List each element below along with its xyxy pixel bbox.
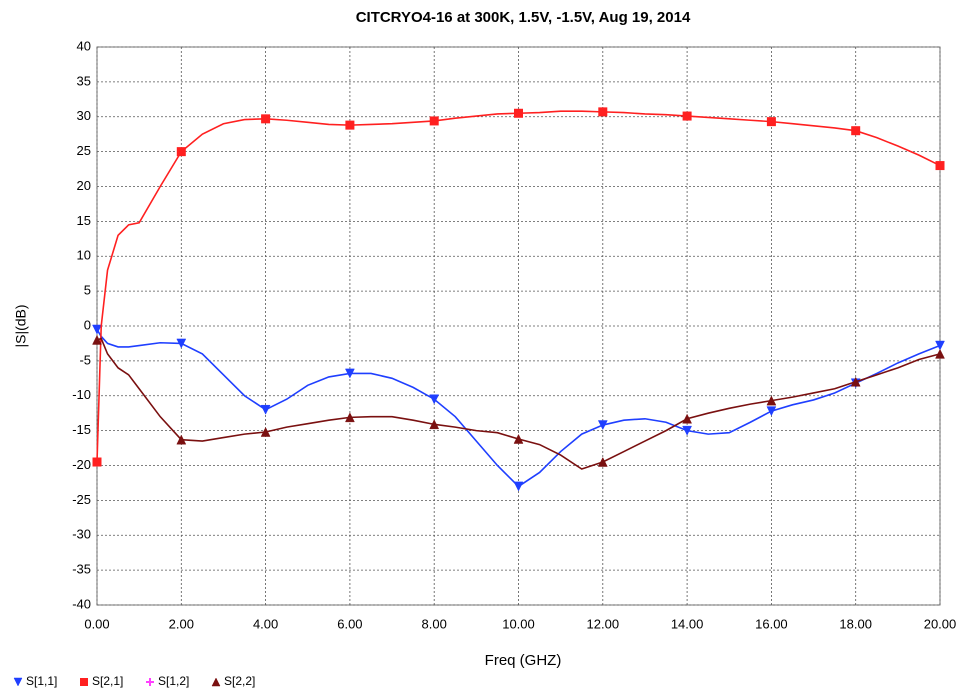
y-tick-label: -35 [72, 562, 91, 577]
marker [344, 368, 355, 379]
marker [766, 406, 777, 417]
y-tick-label: 15 [77, 213, 91, 228]
marker [429, 394, 440, 405]
marker [429, 419, 440, 430]
marker [429, 116, 439, 126]
y-tick-label: -15 [72, 422, 91, 437]
y-axis-label: |S|(dB) [13, 304, 29, 347]
y-tick-label: 35 [77, 73, 91, 88]
legend-marker [13, 677, 23, 687]
marker [766, 395, 777, 406]
marker [92, 334, 102, 345]
series-line [96, 329, 941, 488]
marker [92, 457, 102, 467]
marker [597, 420, 608, 431]
y-tick-label: -10 [72, 387, 91, 402]
legend-marker [80, 678, 88, 686]
y-tick-label: 30 [77, 108, 91, 123]
marker [344, 412, 355, 423]
marker [261, 114, 271, 124]
y-tick-label: 10 [77, 248, 91, 263]
marker [176, 338, 187, 349]
y-tick-label: -30 [72, 527, 91, 542]
x-tick-label: 8.00 [422, 616, 447, 631]
legend-marker [211, 677, 221, 687]
x-tick-label: 16.00 [755, 616, 788, 631]
marker [935, 340, 945, 351]
y-tick-label: -25 [72, 492, 91, 507]
marker [176, 147, 186, 157]
marker [935, 161, 945, 171]
marker [92, 324, 102, 335]
marker [935, 348, 945, 359]
x-tick-label: 0.00 [84, 616, 109, 631]
series-line [96, 337, 941, 470]
marker [682, 425, 693, 436]
x-tick-label: 4.00 [253, 616, 278, 631]
y-tick-label: 0 [84, 317, 91, 332]
y-tick-label: 25 [77, 143, 91, 158]
legend-marker [146, 678, 154, 686]
chart-title: CITCRYO4-16 at 300K, 1.5V, -1.5V, Aug 19… [356, 9, 691, 26]
x-axis-label: Freq (GHZ) [485, 652, 562, 669]
legend-label: S[2,2] [224, 674, 255, 688]
x-tick-label: 18.00 [839, 616, 872, 631]
legend-label: S[1,1] [26, 674, 57, 688]
marker [345, 120, 355, 130]
marker [850, 376, 861, 387]
x-tick-label: 20.00 [924, 616, 957, 631]
marker [682, 111, 692, 121]
x-tick-label: 14.00 [671, 616, 704, 631]
marker [682, 413, 693, 424]
marker [513, 481, 524, 492]
y-tick-label: -40 [72, 596, 91, 611]
marker [766, 117, 776, 127]
legend-label: S[1,2] [158, 674, 189, 688]
marker [514, 108, 523, 118]
y-tick-label: -20 [72, 457, 91, 472]
y-tick-label: 40 [77, 38, 91, 53]
legend-label: S[2,1] [92, 674, 123, 688]
y-tick-label: -5 [79, 352, 91, 367]
x-tick-label: 12.00 [587, 616, 620, 631]
marker [260, 404, 271, 415]
marker [176, 434, 187, 445]
marker [851, 126, 861, 136]
marker [597, 456, 608, 467]
x-tick-label: 10.00 [502, 616, 535, 631]
x-tick-label: 6.00 [337, 616, 362, 631]
marker [513, 433, 524, 444]
y-tick-label: 5 [84, 283, 91, 298]
y-tick-label: 20 [77, 178, 91, 193]
marker [598, 107, 608, 117]
marker [260, 426, 271, 437]
x-tick-label: 2.00 [169, 616, 194, 631]
